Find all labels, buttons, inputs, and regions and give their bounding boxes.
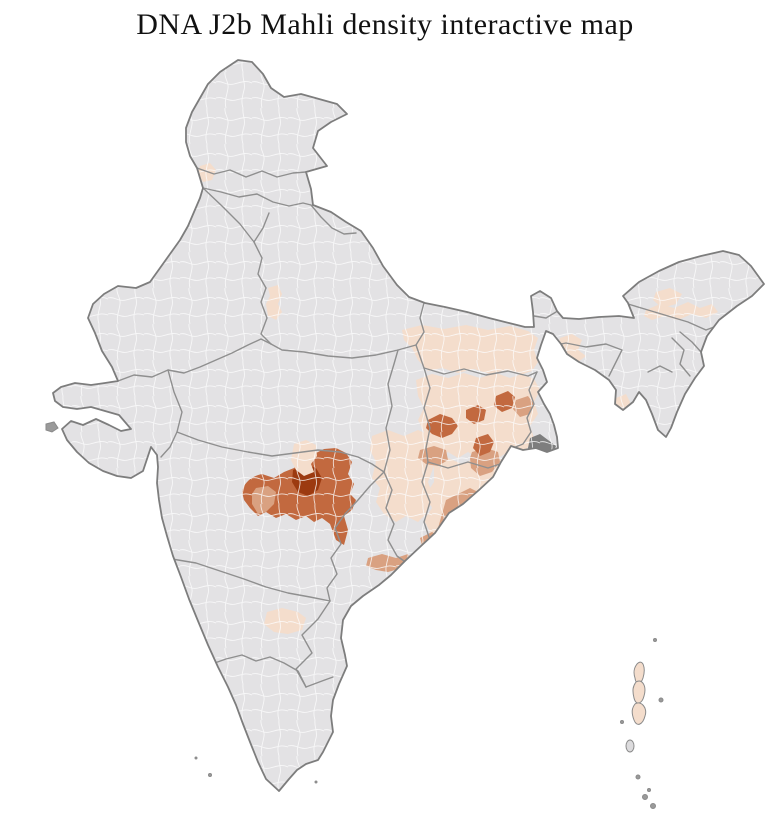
district-borders-layer bbox=[53, 60, 764, 791]
state-border-line bbox=[647, 331, 702, 377]
state-border-line bbox=[545, 342, 623, 377]
page-title: DNA J2b Mahli density interactive map bbox=[136, 8, 634, 41]
state-border-line bbox=[253, 212, 270, 243]
state-border-line bbox=[160, 369, 183, 458]
nicobar-island-dot bbox=[642, 794, 648, 800]
state-border-line bbox=[270, 343, 417, 359]
nicobar-island-dot bbox=[635, 774, 641, 780]
islands-layer bbox=[45, 421, 664, 809]
india-outline bbox=[52, 59, 765, 792]
andaman-middle-island[interactable] bbox=[632, 680, 646, 704]
pamban-dot bbox=[314, 780, 318, 784]
state-border-line bbox=[383, 349, 399, 473]
kutch-islet bbox=[45, 421, 59, 433]
state-border-line bbox=[383, 471, 405, 562]
state-border-line bbox=[196, 167, 321, 178]
state-border-line bbox=[171, 558, 331, 602]
state-border-line bbox=[176, 431, 385, 473]
lakshadweep-dot bbox=[194, 756, 198, 760]
state-border-line bbox=[117, 338, 272, 382]
state-border-line bbox=[326, 471, 385, 602]
district-arunachal-east[interactable] bbox=[748, 302, 766, 318]
lakshadweep-dot bbox=[208, 773, 212, 777]
state-border-line bbox=[260, 287, 272, 345]
state-border-line bbox=[208, 654, 307, 688]
nicobar-island-dot bbox=[650, 803, 656, 809]
andaman-north-island[interactable] bbox=[633, 661, 645, 684]
state-border-line bbox=[533, 311, 557, 319]
small-island-dot bbox=[658, 697, 664, 703]
small-island-dot bbox=[653, 638, 657, 642]
small-island-dot bbox=[620, 720, 624, 724]
state-border-line bbox=[423, 367, 538, 377]
state-border-line bbox=[415, 302, 425, 346]
state-border-line bbox=[310, 204, 357, 235]
andaman-south-island[interactable] bbox=[631, 702, 647, 725]
state-border-line bbox=[295, 600, 331, 688]
state-border-line bbox=[512, 371, 538, 449]
little-andaman-island[interactable] bbox=[625, 739, 635, 753]
nicobar-island-dot bbox=[647, 788, 651, 792]
state-border-line bbox=[305, 676, 334, 688]
state-border-line bbox=[202, 187, 312, 207]
state-borders bbox=[117, 167, 737, 778]
